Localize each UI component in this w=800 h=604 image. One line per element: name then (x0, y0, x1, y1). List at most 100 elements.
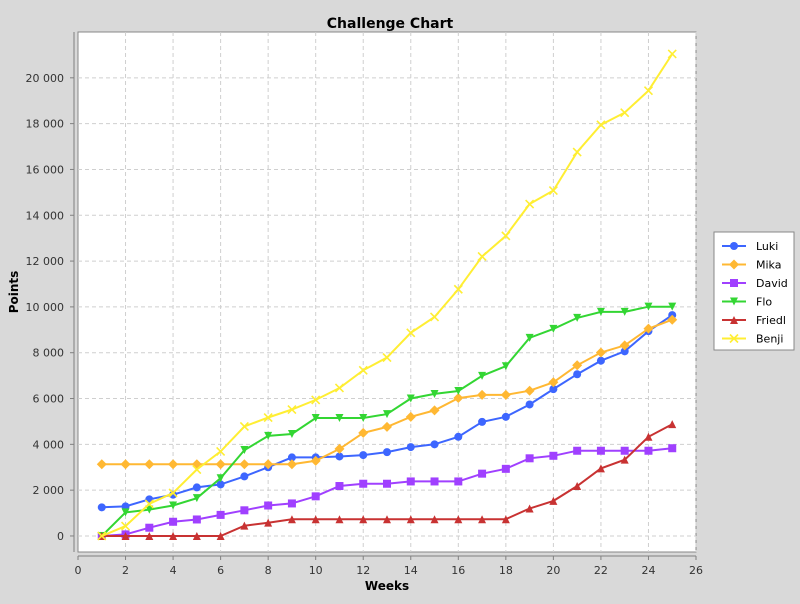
data-point-flo (549, 324, 558, 333)
data-point-luki (383, 448, 391, 457)
data-point-david (549, 451, 558, 460)
data-point-friedl (169, 531, 178, 540)
data-point-benji (97, 531, 107, 541)
data-point-mika (96, 459, 107, 470)
data-point-mika (215, 459, 226, 470)
data-point-flo (264, 431, 273, 440)
data-point-david (596, 446, 605, 455)
legend-item-flo: Flo (722, 296, 772, 309)
data-point-david (169, 517, 178, 526)
data-point-mika (334, 443, 345, 454)
y-tick-label: 12 000 (26, 255, 65, 268)
data-point-luki (573, 370, 582, 379)
data-point-david (478, 469, 487, 478)
data-point-luki (192, 483, 201, 492)
data-point-luki (287, 453, 296, 462)
data-point-friedl (668, 420, 677, 429)
data-point-flo (287, 430, 296, 439)
data-point-friedl (454, 515, 463, 524)
data-point-david (192, 515, 201, 524)
data-point-friedl (596, 464, 605, 473)
data-point-mika (429, 405, 440, 416)
data-point-friedl (430, 515, 439, 524)
data-point-mika (572, 360, 583, 371)
x-tick-label: 0 (75, 564, 82, 577)
data-point-flo (668, 302, 677, 311)
y-tick-label: 4 000 (33, 438, 65, 451)
data-point-flo (311, 413, 320, 422)
legend-marker-luki (730, 242, 738, 250)
data-point-benji (192, 464, 202, 475)
x-tick-label: 4 (170, 564, 177, 577)
data-point-mika (286, 459, 297, 470)
data-point-friedl (264, 518, 273, 527)
data-point-friedl (573, 482, 582, 491)
data-point-mika (667, 314, 678, 325)
legend-marker-flo (730, 297, 738, 306)
data-point-mika (643, 323, 654, 334)
data-point-mika (405, 411, 416, 422)
x-tick-label: 16 (451, 564, 465, 577)
y-tick-label: 2 000 (33, 484, 65, 497)
data-point-david (383, 479, 391, 488)
data-point-david (430, 477, 439, 486)
data-point-david (240, 506, 249, 515)
data-point-friedl (121, 531, 130, 540)
data-point-luki (596, 356, 605, 365)
y-tick-label: 14 000 (26, 209, 65, 222)
data-point-benji (643, 86, 654, 96)
data-point-friedl (644, 432, 653, 441)
y-tick-label: 10 000 (26, 301, 65, 314)
data-point-benji (263, 412, 273, 423)
legend-item-david: David (722, 277, 788, 290)
data-point-mika (144, 459, 155, 470)
series-friedl (97, 420, 677, 540)
data-point-flo (573, 313, 582, 322)
data-point-flo (620, 307, 629, 316)
data-point-flo (383, 410, 391, 419)
data-point-mika (595, 347, 606, 358)
data-point-friedl (383, 515, 391, 524)
x-tick-label: 8 (265, 564, 272, 577)
data-point-benji (406, 328, 416, 338)
data-point-flo (596, 307, 605, 316)
data-point-friedl (240, 521, 249, 530)
data-point-benji (311, 395, 321, 405)
data-point-mika (263, 459, 274, 470)
data-point-benji (596, 120, 606, 130)
data-point-mika (548, 377, 559, 388)
x-tick-label: 26 (689, 564, 703, 577)
data-point-benji (287, 404, 297, 415)
legend-label-benji: Benji (756, 333, 783, 346)
data-point-flo (525, 333, 534, 342)
data-point-david (620, 446, 629, 455)
legend-label-luki: Luki (756, 240, 778, 253)
chart-title: Challenge Chart (327, 16, 454, 32)
series-mika (96, 314, 678, 470)
data-point-friedl (478, 515, 487, 524)
data-point-friedl (287, 515, 296, 524)
data-point-flo (454, 386, 463, 395)
y-tick-label: 18 000 (26, 118, 65, 131)
y-tick-label: 8 000 (33, 347, 65, 360)
data-point-benji (382, 352, 392, 363)
y-tick-label: 16 000 (26, 163, 65, 176)
data-point-flo (192, 494, 201, 503)
data-point-friedl (145, 531, 154, 540)
x-tick-label: 6 (217, 564, 224, 577)
grid-lines (78, 32, 697, 552)
data-point-david (216, 510, 225, 519)
legend-item-benji: Benji (722, 333, 783, 346)
data-point-david (573, 446, 582, 455)
data-point-mika (168, 459, 179, 470)
legend-item-friedl: Friedl (722, 314, 786, 327)
data-point-mika (382, 421, 392, 432)
data-point-friedl (192, 531, 201, 540)
data-point-flo (335, 413, 344, 422)
y-tick-label: 6 000 (33, 393, 65, 406)
data-point-friedl (620, 455, 629, 464)
series-layer (96, 49, 678, 541)
data-point-flo (359, 413, 368, 422)
y-tick-label: 20 000 (26, 72, 65, 85)
